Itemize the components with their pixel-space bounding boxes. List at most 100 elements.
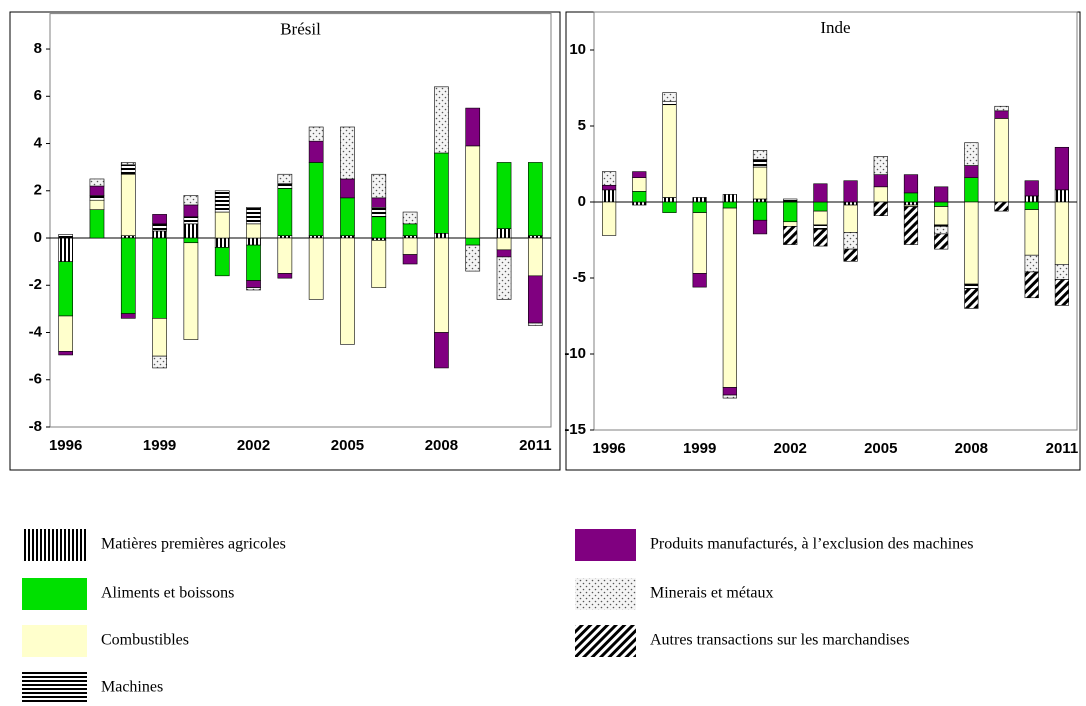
bar-segment xyxy=(813,201,828,212)
bar-segment xyxy=(152,214,167,225)
bar-segment xyxy=(120,164,136,175)
bar-segment xyxy=(58,234,74,239)
bar-segment xyxy=(214,247,230,277)
plot-area xyxy=(593,11,1078,431)
bar-segment xyxy=(58,261,74,317)
bar-segment xyxy=(602,201,617,236)
bar-segment xyxy=(752,150,768,160)
chart-title: Brésil xyxy=(280,20,321,39)
bar-segment xyxy=(371,237,387,241)
legend-swatch xyxy=(22,625,87,657)
bar-segment xyxy=(1024,195,1039,203)
bar-segment xyxy=(183,195,199,206)
bar-segment xyxy=(434,86,449,154)
bar-segment xyxy=(152,318,167,357)
legend-label: Produits manufacturés, à l’exclusion des… xyxy=(650,536,973,553)
x-tick-label: 1999 xyxy=(683,440,716,457)
bar-segment xyxy=(246,207,261,225)
bar-segment xyxy=(934,206,949,226)
bar-segment xyxy=(1054,279,1069,306)
bar-segment xyxy=(722,387,737,396)
bar-segment xyxy=(308,237,324,300)
bar-segment xyxy=(371,216,387,239)
bar-segment xyxy=(340,235,355,239)
bar-segment xyxy=(903,192,919,203)
y-tick-label: 8 xyxy=(34,40,42,57)
bar-segment xyxy=(783,226,798,245)
bar-segment xyxy=(813,210,828,226)
legend-label: Machines xyxy=(101,679,163,696)
bar-segment xyxy=(843,201,858,206)
bar-segment xyxy=(402,211,418,225)
bar-segment xyxy=(632,177,647,192)
bar-segment xyxy=(340,237,355,345)
x-tick-label: 2011 xyxy=(1046,440,1079,457)
y-tick-label: 10 xyxy=(569,41,586,58)
bar-segment xyxy=(873,174,888,188)
bar-segment xyxy=(602,184,617,191)
x-tick-label: 1996 xyxy=(49,437,82,454)
legend-label: Aliments et boissons xyxy=(101,585,234,602)
bar-segment xyxy=(152,223,167,232)
bar-segment xyxy=(602,189,617,203)
bar-segment xyxy=(340,126,355,180)
x-tick-label: 2005 xyxy=(331,437,364,454)
bar-segment xyxy=(246,223,261,239)
bar-segment xyxy=(58,315,74,352)
bar-segment xyxy=(308,235,324,239)
bar-segment xyxy=(964,142,979,166)
bar-segment xyxy=(371,207,387,218)
legend-label: Matières premières agricoles xyxy=(101,536,286,553)
bar-segment xyxy=(308,162,324,236)
x-tick-label: 2011 xyxy=(519,437,552,454)
legend-swatch xyxy=(575,529,636,561)
bar-segment xyxy=(632,171,647,178)
bar-segment xyxy=(434,152,449,234)
bar-segment xyxy=(277,173,293,184)
bar-segment xyxy=(964,165,979,178)
bar-segment xyxy=(246,287,261,291)
bar-segment xyxy=(527,162,543,236)
bar-segment xyxy=(783,198,798,203)
bar-segment xyxy=(903,206,919,245)
bar-segment xyxy=(120,237,136,314)
bar-segment xyxy=(120,173,136,236)
chart-title: Inde xyxy=(820,18,850,37)
bar-segment xyxy=(994,201,1009,212)
y-tick-label: 5 xyxy=(578,117,586,134)
bar-segment xyxy=(964,201,979,285)
bar-segment xyxy=(783,221,798,227)
bar-segment xyxy=(903,174,919,194)
y-tick-label: 6 xyxy=(34,87,42,104)
chart-frame xyxy=(9,11,561,471)
bar-segment xyxy=(465,145,481,239)
bar-segment xyxy=(903,201,919,206)
bar-segment xyxy=(89,209,105,239)
bar-segment xyxy=(434,232,449,239)
bar-segment xyxy=(527,237,543,277)
bar-segment xyxy=(58,351,74,356)
y-tick-label: 0 xyxy=(578,193,586,210)
x-tick-label: 2002 xyxy=(774,440,807,457)
bar-segment xyxy=(465,237,481,246)
bar-segment xyxy=(1024,271,1039,299)
bar-segment xyxy=(1024,254,1039,273)
bar-segment xyxy=(89,195,105,201)
bar-segment xyxy=(434,332,449,369)
bar-segment xyxy=(722,394,737,399)
bar-segment xyxy=(277,273,293,279)
bar-segment xyxy=(1054,201,1069,265)
bar-segment xyxy=(340,178,355,199)
bar-segment xyxy=(813,183,828,203)
bar-segment xyxy=(246,237,261,246)
y-tick-label: -15 xyxy=(564,421,586,438)
bar-segment xyxy=(843,248,858,262)
bar-segment xyxy=(120,162,136,166)
bar-segment xyxy=(692,273,707,288)
bar-segment xyxy=(752,198,768,203)
bar-segment xyxy=(277,183,293,189)
bar-segment xyxy=(183,204,199,218)
bar-segment xyxy=(692,212,707,274)
legend-swatch xyxy=(22,578,87,610)
